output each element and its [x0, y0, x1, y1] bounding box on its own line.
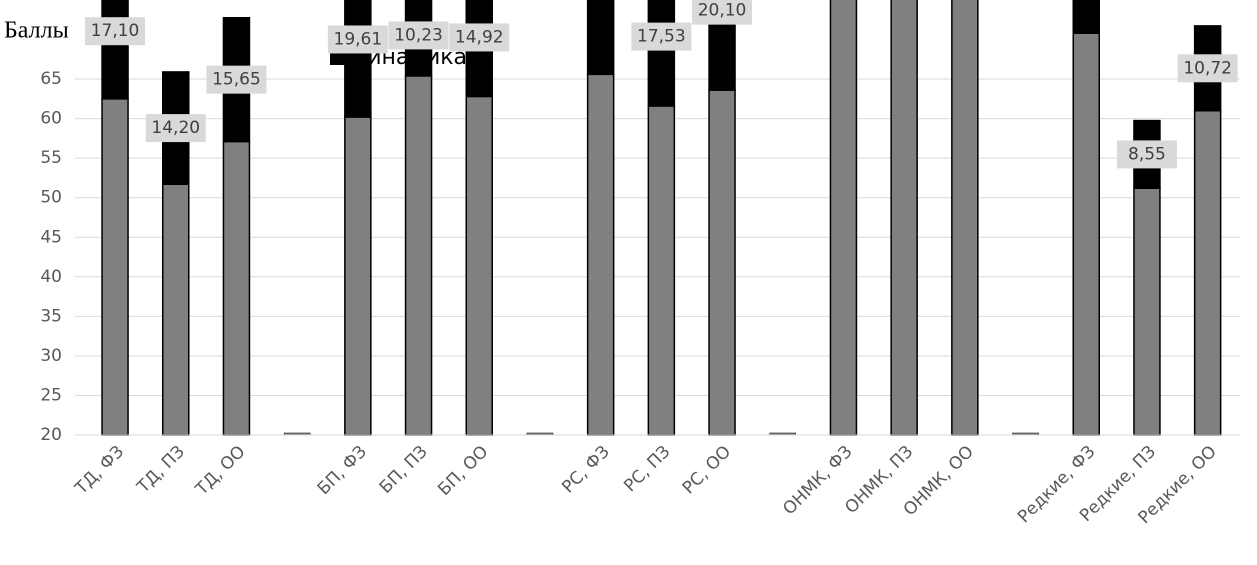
- bar-segment: [222, 140, 251, 436]
- y-tick-label: 30: [40, 346, 62, 366]
- data-label-bg: [85, 17, 146, 46]
- data-label: 15,65: [212, 70, 261, 90]
- y-axis-label: Баллы: [4, 18, 69, 44]
- data-label: 10,23: [394, 25, 443, 45]
- x-tick-label: ТД, ФЗ: [71, 442, 128, 499]
- bar-segment: [1072, 32, 1100, 436]
- y-tick-label: 55: [40, 148, 62, 168]
- y-tick-label: 40: [40, 267, 62, 287]
- bar-segment: [404, 75, 433, 436]
- x-tick-label: РС, ФЗ: [558, 442, 613, 497]
- x-tick-label: БП, ФЗ: [314, 442, 371, 499]
- x-tick-label: РС, ПЗ: [620, 442, 674, 496]
- data-label-bg: [206, 65, 267, 94]
- bar-segment: [101, 0, 129, 100]
- data-label: 14,92: [455, 27, 504, 47]
- data-label-bg: [692, 0, 753, 25]
- x-tick-label: ТД, ПЗ: [133, 442, 189, 498]
- data-label: 17,10: [91, 21, 140, 41]
- y-tick-label: 65: [40, 69, 62, 89]
- bar-segment: [162, 183, 190, 436]
- data-label-bg: [1177, 54, 1238, 83]
- bar-segment: [586, 0, 615, 76]
- x-tick-label: ТД, ОО: [191, 442, 249, 500]
- data-label: 17,53: [637, 27, 686, 47]
- data-label-bg: [631, 22, 692, 51]
- bar-segment: [344, 116, 372, 436]
- bar-segment: [708, 89, 736, 436]
- bar-segment: [101, 98, 129, 436]
- data-label: 20,10: [698, 1, 747, 21]
- data-label: 14,20: [151, 118, 200, 138]
- bar-segment: [647, 0, 676, 107]
- data-label: 8,55: [1128, 144, 1166, 164]
- bar-segment: [1193, 109, 1222, 436]
- y-tick-label: 35: [40, 306, 62, 326]
- data-label-bg: [388, 21, 449, 50]
- bar-segment: [951, 0, 979, 436]
- y-tick-label: 45: [40, 227, 62, 247]
- data-label-bg: [1116, 140, 1177, 169]
- bar-segment: [1133, 187, 1161, 436]
- bar-segment: [829, 0, 858, 436]
- bar-segment: [344, 0, 372, 118]
- x-tick-label: БП, ОО: [434, 442, 492, 500]
- y-tick-label: 20: [40, 425, 62, 445]
- y-tick-label: 60: [40, 109, 62, 129]
- y-tick-label: 50: [40, 188, 62, 208]
- bar-segment: [890, 0, 918, 436]
- bar-segment: [465, 95, 493, 436]
- data-label: 10,72: [1183, 58, 1232, 78]
- data-label-bg: [145, 114, 206, 143]
- y-tick-label: 25: [40, 385, 62, 405]
- bar-segment: [586, 73, 615, 436]
- data-label-bg: [449, 23, 510, 52]
- x-tick-label: РС, ОО: [679, 442, 735, 498]
- data-label-bg: [327, 25, 388, 54]
- bar-segment: [647, 105, 676, 436]
- data-label: 19,61: [334, 29, 383, 49]
- bar-segment: [1072, 0, 1100, 34]
- x-tick-label: БП, ПЗ: [376, 442, 432, 498]
